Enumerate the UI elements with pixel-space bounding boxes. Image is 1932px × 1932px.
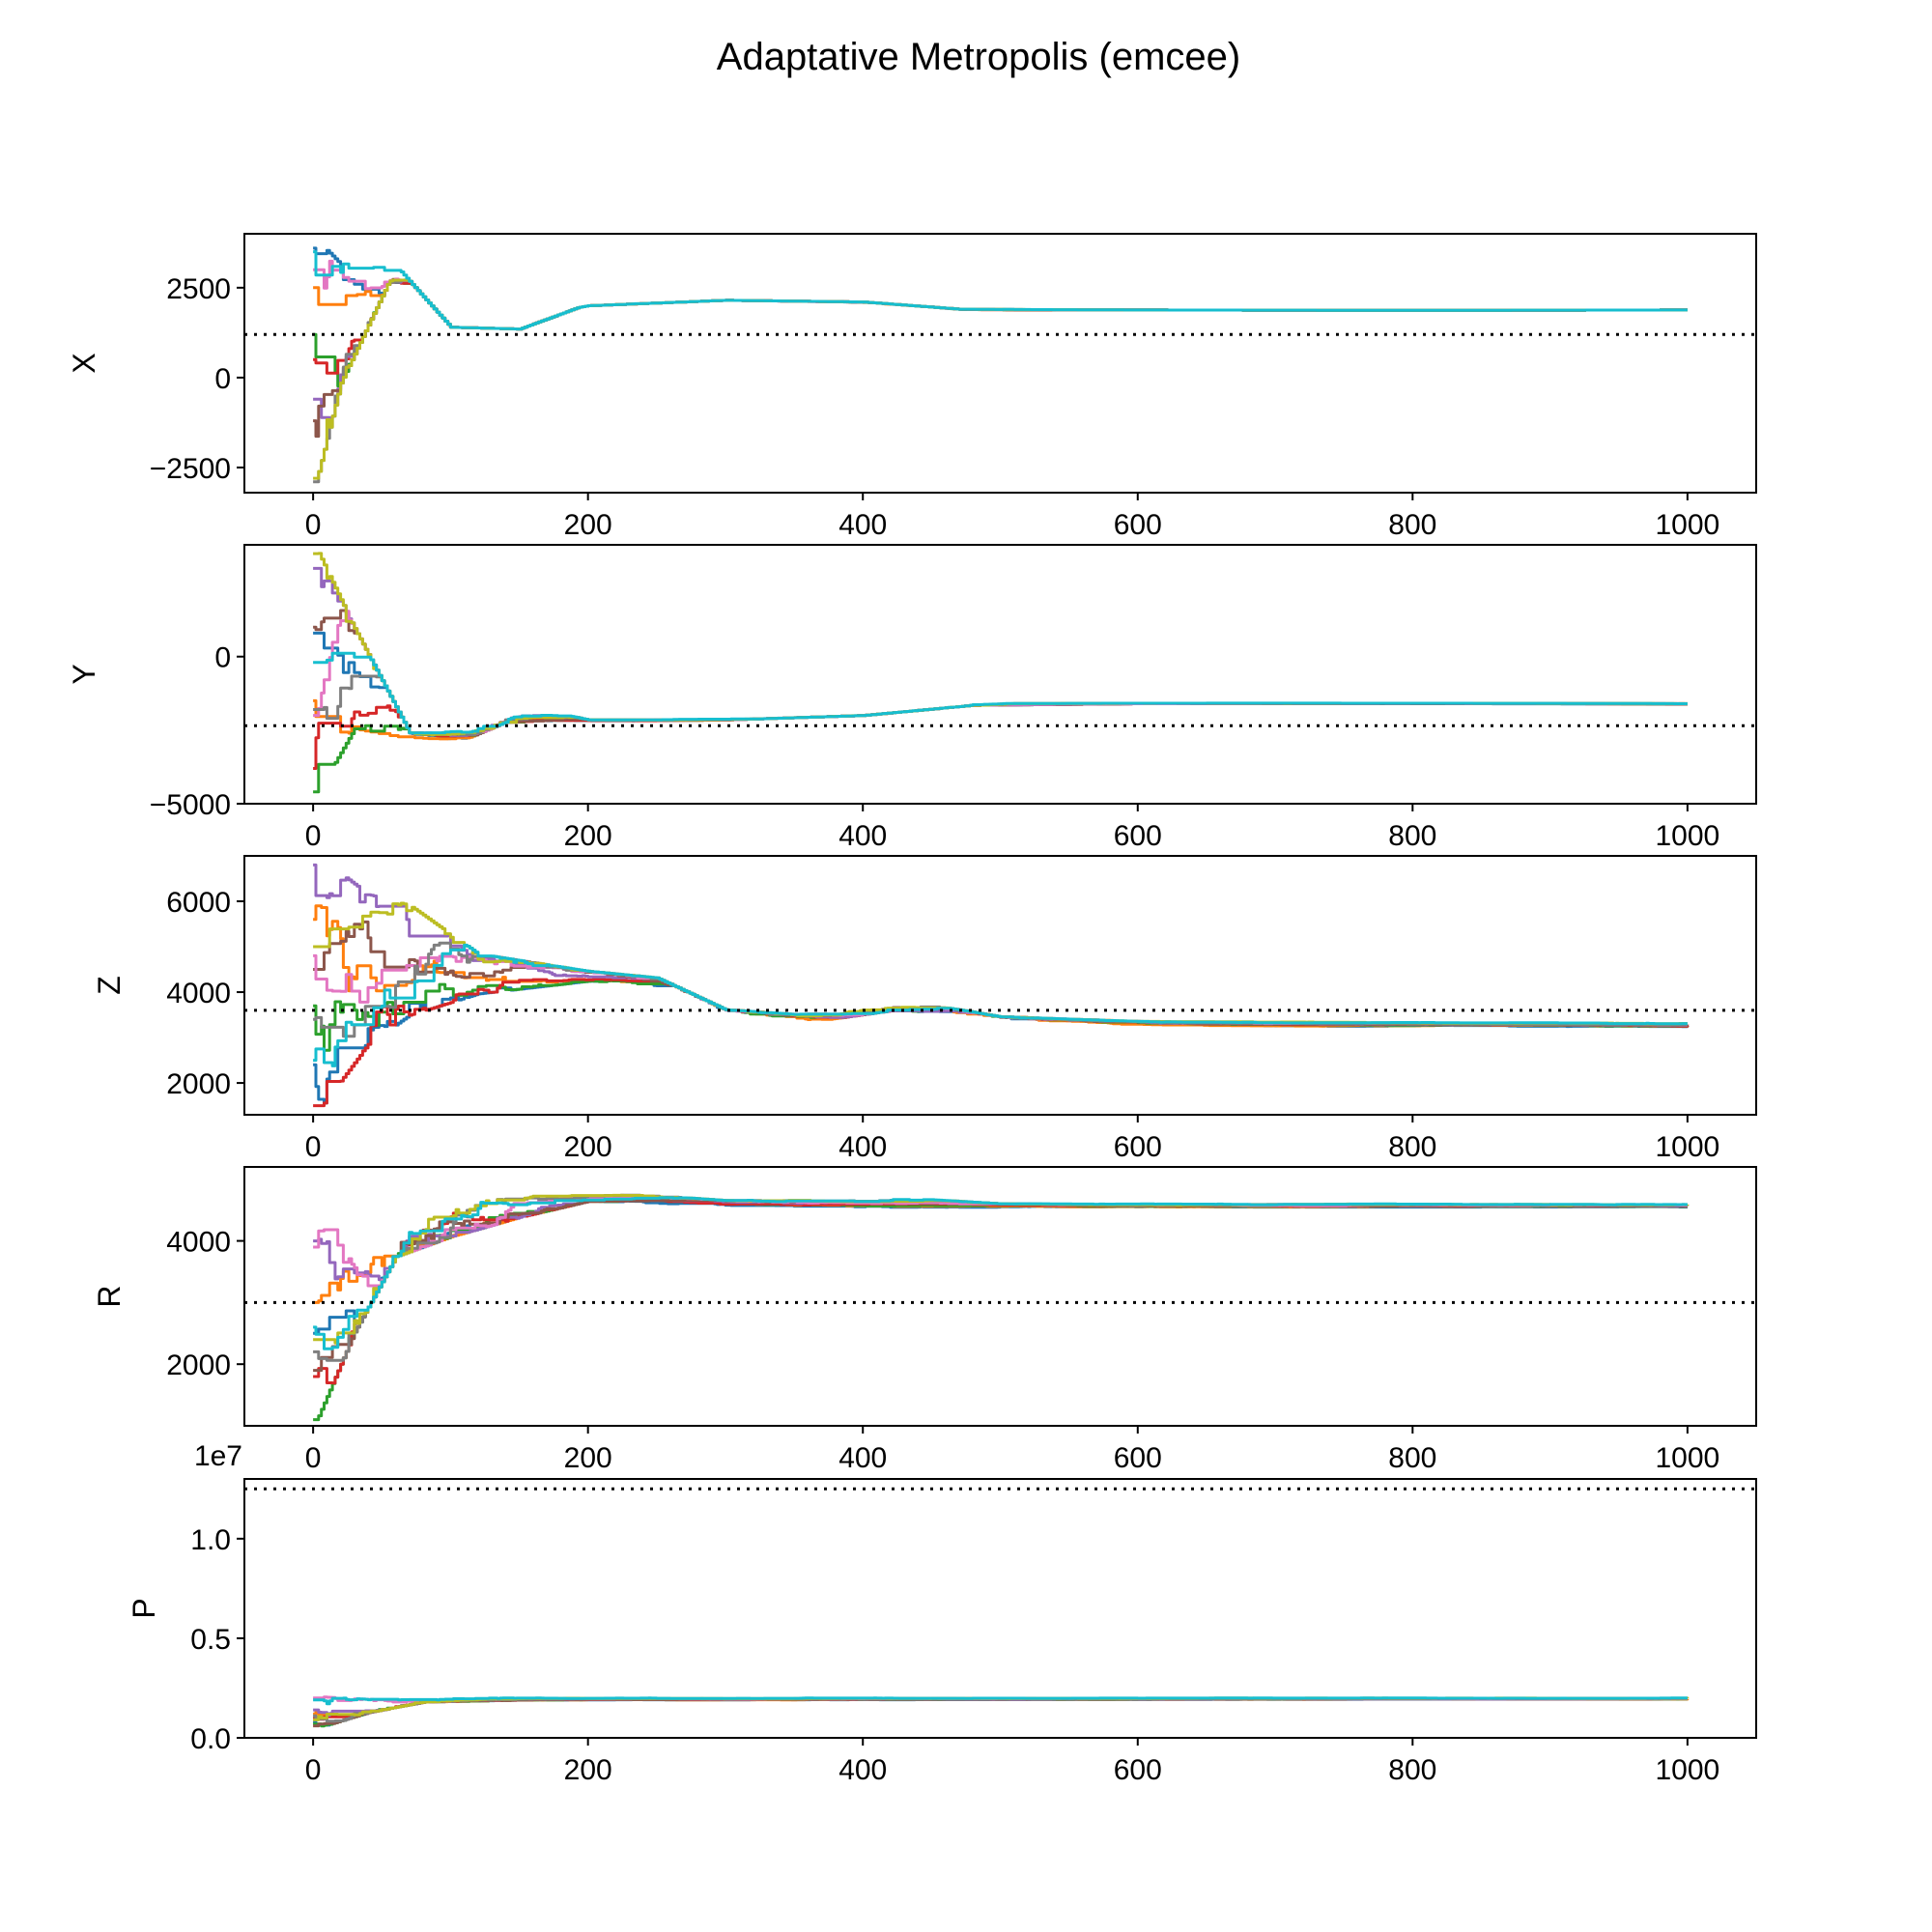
walker-traces	[313, 1193, 1690, 1422]
x-tick-label: 600	[1114, 1131, 1162, 1163]
x-tick-label: 800	[1388, 1754, 1436, 1786]
x-tick-label: 0	[305, 509, 322, 541]
x-tick-label: 200	[564, 1131, 612, 1163]
x-tick-label: 400	[838, 1131, 887, 1163]
axes-frame	[243, 855, 1757, 1116]
walker-trace	[313, 978, 1690, 1108]
walker-trace	[313, 651, 1688, 735]
panels-group: −2500 0 2500 0 200 400 600 800 1000 X −5000 0 0 200 40…	[67, 233, 1757, 1786]
y-tick-label: 0.0	[190, 1723, 231, 1755]
walker-trace	[313, 701, 1688, 770]
x-tick-label: 1000	[1655, 1131, 1719, 1163]
panel-y: −5000 0 0 200 400 600 800 1000 Y	[67, 544, 1757, 852]
y-tick-label: −2500	[150, 453, 231, 485]
y-axis-label: P	[127, 1598, 161, 1618]
panel-z: 2000 4000 6000 0 200 400 600 800 1000 Z	[92, 855, 1757, 1163]
x-tick-label: 1000	[1655, 1442, 1719, 1474]
walker-trace	[313, 250, 1688, 331]
y-tick-label: 6000	[166, 887, 231, 919]
x-tick-label: 1000	[1655, 820, 1719, 852]
x-tick-label: 0	[305, 1131, 322, 1163]
y-tick-label: 4000	[166, 1227, 231, 1259]
walker-traces	[313, 552, 1688, 794]
walker-trace	[313, 1696, 1688, 1721]
walker-trace	[313, 1696, 1688, 1728]
x-tick-label: 600	[1114, 820, 1162, 852]
x-tick-label: 400	[838, 1754, 887, 1786]
y-axis-label: R	[92, 1285, 127, 1307]
y-tick-label: 2000	[166, 1350, 231, 1381]
y-tick-label: 0	[214, 363, 231, 395]
walker-trace	[313, 1199, 1688, 1385]
walker-trace	[313, 279, 1688, 331]
walker-trace	[313, 279, 1688, 420]
walker-trace	[313, 863, 1688, 1027]
x-tick-label: 0	[305, 1754, 322, 1786]
axes-frame	[243, 544, 1757, 805]
walker-trace	[313, 277, 1688, 439]
walker-trace	[313, 1199, 1688, 1373]
y-tick-label: 0.5	[190, 1624, 231, 1656]
walker-trace	[313, 943, 1688, 1067]
walker-trace	[313, 1196, 1688, 1350]
x-tick-label: 200	[564, 1442, 612, 1474]
walker-trace	[313, 566, 1688, 737]
x-tick-label: 600	[1114, 1442, 1162, 1474]
walker-traces	[313, 246, 1688, 484]
panel-r: 2000 4000 0 200 400 600 800 1000 R	[92, 1166, 1757, 1474]
panel-x: −2500 0 2500 0 200 400 600 800 1000 X	[67, 233, 1757, 541]
x-tick-label: 400	[838, 1442, 887, 1474]
walker-trace	[313, 901, 1688, 1026]
x-tick-label: 600	[1114, 509, 1162, 541]
y-tick-label: 2500	[166, 273, 231, 305]
x-tick-label: 800	[1388, 509, 1436, 541]
x-tick-label: 400	[838, 820, 887, 852]
x-tick-label: 600	[1114, 1754, 1162, 1786]
walker-trace	[313, 246, 1688, 331]
y-tick-label: 4000	[166, 978, 231, 1009]
y-tick-label: 0	[214, 642, 231, 674]
figure-title: Adaptative Metropolis (emcee)	[717, 36, 1240, 78]
panel-p: 0.0 0.5 1.0 0 200 400 600 800 1000 P 1e7	[127, 1440, 1757, 1786]
walker-trace	[313, 259, 1688, 331]
x-tick-label: 400	[838, 509, 887, 541]
walker-traces	[313, 1695, 1690, 1728]
walker-trace	[313, 1198, 1688, 1282]
offset-text: 1e7	[194, 1440, 242, 1472]
walker-trace	[313, 1193, 1690, 1362]
x-tick-label: 200	[564, 820, 612, 852]
x-tick-label: 800	[1388, 1442, 1436, 1474]
walker-trace	[313, 979, 1688, 1105]
x-tick-label: 1000	[1655, 1754, 1719, 1786]
y-tick-label: 2000	[166, 1068, 231, 1100]
x-tick-label: 800	[1388, 820, 1436, 852]
walker-trace	[313, 1196, 1688, 1288]
walker-trace	[313, 1199, 1688, 1335]
axes-frame	[243, 233, 1757, 494]
x-tick-label: 200	[564, 509, 612, 541]
x-tick-label: 1000	[1655, 509, 1719, 541]
walker-trace	[313, 552, 1688, 737]
x-tick-label: 800	[1388, 1131, 1436, 1163]
walker-trace	[313, 1697, 1688, 1728]
walker-trace	[313, 1199, 1688, 1422]
y-tick-label: 1.0	[190, 1524, 231, 1556]
x-tick-label: 200	[564, 1754, 612, 1786]
y-tick-label: −5000	[150, 789, 231, 821]
y-axis-label: Z	[92, 976, 127, 995]
y-axis-label: Y	[67, 664, 101, 684]
walker-trace	[313, 1696, 1688, 1706]
y-axis-label: X	[67, 353, 101, 373]
x-tick-label: 0	[305, 820, 322, 852]
walker-trace	[313, 1697, 1688, 1727]
walker-traces	[313, 863, 1690, 1108]
walker-trace	[313, 1696, 1688, 1723]
axes-frame	[243, 1478, 1757, 1739]
x-tick-label: 0	[305, 1442, 322, 1474]
axes-frame	[243, 1166, 1757, 1427]
